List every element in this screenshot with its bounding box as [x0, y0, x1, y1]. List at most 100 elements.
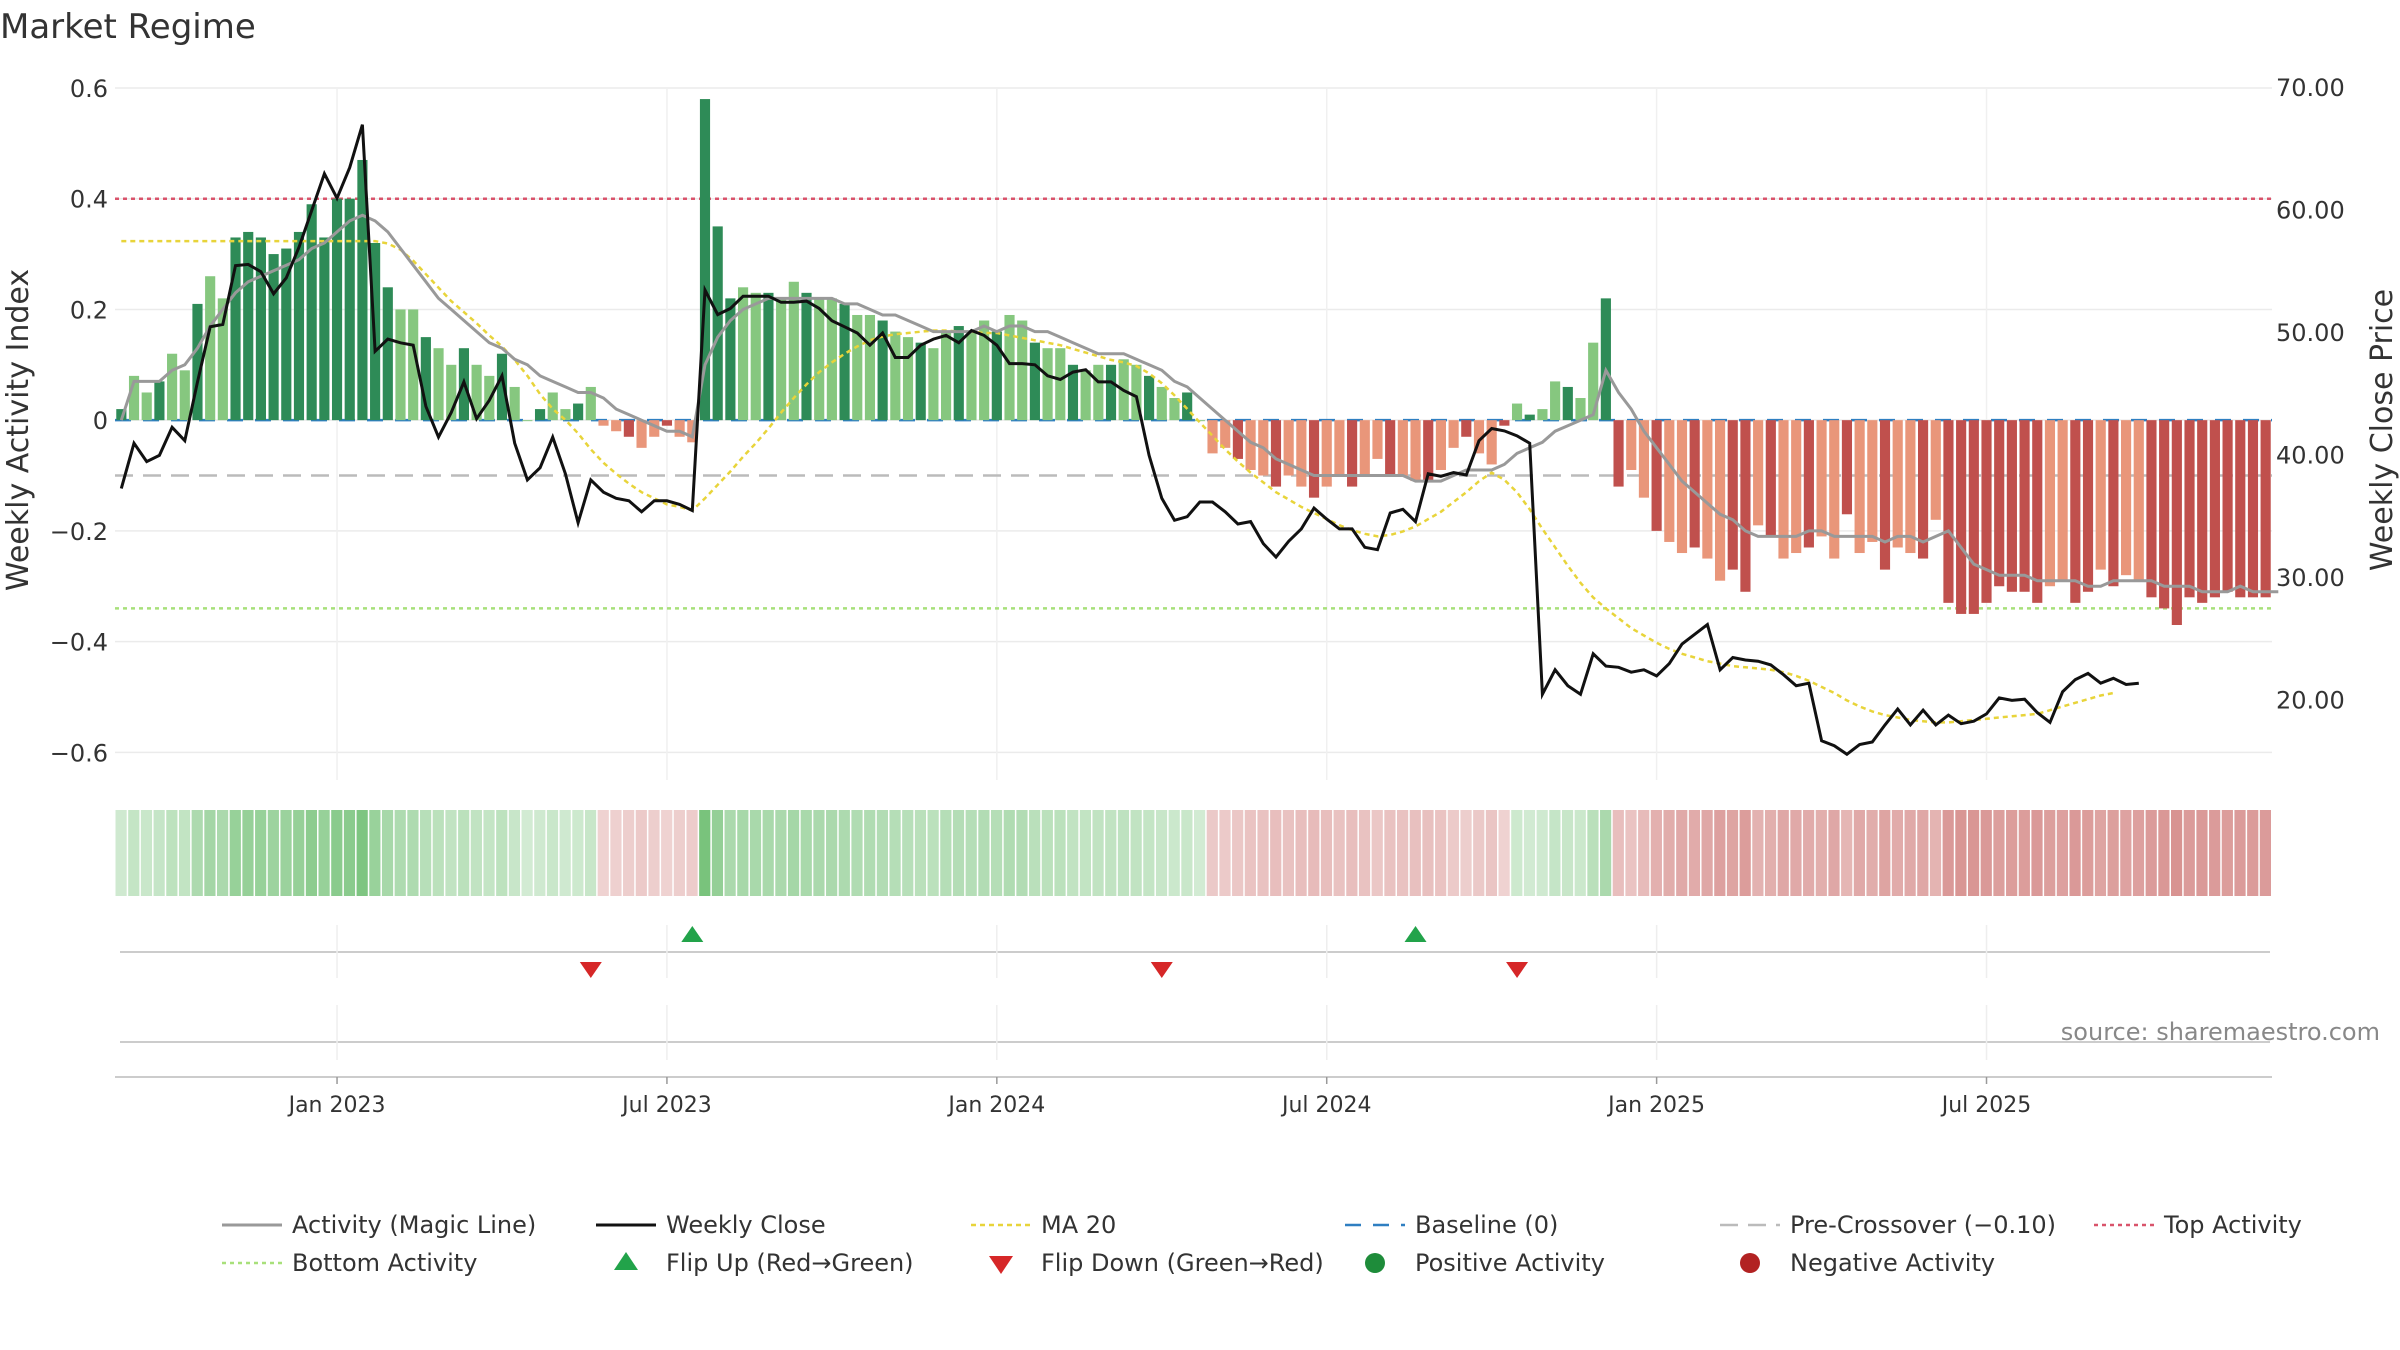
regime-cell	[1663, 810, 1675, 896]
activity-bar	[1067, 364, 1079, 421]
activity-bar	[674, 420, 685, 437]
x-tick-label: Jul 2023	[620, 1093, 712, 1118]
regime-cell	[191, 810, 203, 896]
activity-bar	[1473, 420, 1485, 454]
regime-cell	[496, 810, 508, 896]
regime-cell	[610, 810, 622, 896]
activity-bar	[1930, 420, 1941, 520]
regime-cell	[978, 810, 990, 896]
regime-cell	[1803, 810, 1815, 896]
weekly-close-line	[119, 124, 2139, 757]
regime-cell	[1993, 810, 2005, 896]
y-tick-label: 0.4	[70, 186, 108, 214]
activity-bar	[1981, 420, 1992, 603]
regime-cell	[1891, 810, 1904, 896]
regime-cell	[1967, 810, 1980, 896]
legend: Activity (Magic Line) Weekly Close MA 20 Ba…	[222, 1211, 2302, 1277]
activity-bar	[395, 309, 406, 421]
regime-cell	[115, 810, 127, 896]
regime-cell	[661, 810, 673, 896]
x-tick-label: Jul 2025	[1940, 1093, 2032, 1118]
regime-cell	[255, 810, 267, 896]
y-tick-label: 0.2	[70, 296, 108, 324]
activity-bar	[1943, 420, 1954, 603]
flip-down-marker	[579, 962, 602, 978]
regime-cell	[623, 810, 635, 896]
activity-bar	[776, 298, 787, 421]
activity-bar	[1435, 420, 1446, 470]
activity-bar	[2247, 420, 2259, 598]
regime-cell	[2132, 810, 2145, 896]
regime-cell	[1511, 810, 1523, 896]
regime-cell	[2170, 810, 2183, 896]
activity-bar	[1385, 420, 1396, 476]
regime-cell	[876, 810, 888, 896]
regime-cell	[2196, 810, 2208, 896]
regime-cell	[420, 810, 432, 896]
activity-bar	[1448, 420, 1459, 448]
activity-bar	[217, 298, 228, 421]
legend-swatch	[614, 1252, 638, 1270]
y-tick-label: 0.6	[70, 75, 108, 103]
regime-cell	[1523, 810, 1536, 896]
activity-bar	[1397, 420, 1408, 476]
legend-item: Positive Activity	[1365, 1249, 1605, 1277]
activity-bar	[1956, 420, 1967, 614]
regime-cell	[914, 810, 927, 896]
activity-bar	[1676, 420, 1688, 554]
activity-bar	[1613, 420, 1624, 487]
activity-bar	[1740, 420, 1751, 592]
activity-bar	[699, 99, 711, 421]
regime-cell	[1029, 810, 1041, 896]
legend-item: Bottom Activity	[222, 1249, 477, 1277]
regime-cell	[1841, 810, 1853, 896]
activity-bar	[2019, 420, 2030, 592]
activity-bar	[2057, 420, 2068, 581]
regime-cell	[217, 810, 229, 896]
regime-cell	[2120, 810, 2132, 896]
regime-cell	[1270, 810, 1282, 896]
legend-swatch	[1740, 1253, 1760, 1273]
regime-cell	[153, 810, 165, 896]
activity-bar	[522, 420, 533, 422]
regime-cell	[1181, 810, 1193, 896]
activity-bar	[1017, 320, 1028, 421]
activity-bar	[636, 420, 647, 448]
regime-cell	[1549, 810, 1561, 896]
activity-bar	[712, 226, 723, 421]
activity-bar	[1156, 386, 1167, 421]
regime-cell	[483, 810, 495, 896]
activity-bar	[2095, 420, 2106, 570]
regime-cell	[813, 810, 825, 896]
activity-bar	[2146, 420, 2157, 598]
activity-bar	[1321, 420, 1332, 487]
legend-label: Baseline (0)	[1415, 1211, 1558, 1239]
regime-cell	[826, 810, 838, 896]
activity-bar	[814, 298, 825, 421]
activity-bar	[1410, 420, 1421, 482]
regime-cell	[166, 810, 178, 896]
regime-cell	[1638, 810, 1650, 896]
regime-cell	[521, 810, 533, 896]
activity-magic-line	[119, 213, 2279, 594]
regime-cell	[1105, 810, 1117, 896]
activity-bar	[268, 254, 279, 421]
activity-bar	[649, 420, 660, 437]
regime-cell	[280, 810, 292, 896]
activity-bar	[547, 392, 558, 421]
activity-bar	[1486, 420, 1497, 465]
activity-bar	[1423, 420, 1434, 482]
activity-bar	[1994, 420, 2005, 587]
legend-item: Pre-Crossover (−0.10)	[1720, 1211, 2056, 1239]
regime-cell	[1485, 810, 1498, 896]
regime-cell	[1333, 810, 1345, 896]
legend-item: MA 20	[971, 1211, 1116, 1239]
regime-cell	[762, 810, 774, 896]
flip-up-marker	[1404, 926, 1427, 942]
activity-bar	[826, 298, 837, 421]
activity-bar	[1791, 420, 1802, 554]
regime-cell	[2094, 810, 2107, 896]
activity-bar	[1042, 348, 1053, 421]
activity-bar	[1879, 420, 1891, 570]
regime-cell	[2006, 810, 2018, 896]
